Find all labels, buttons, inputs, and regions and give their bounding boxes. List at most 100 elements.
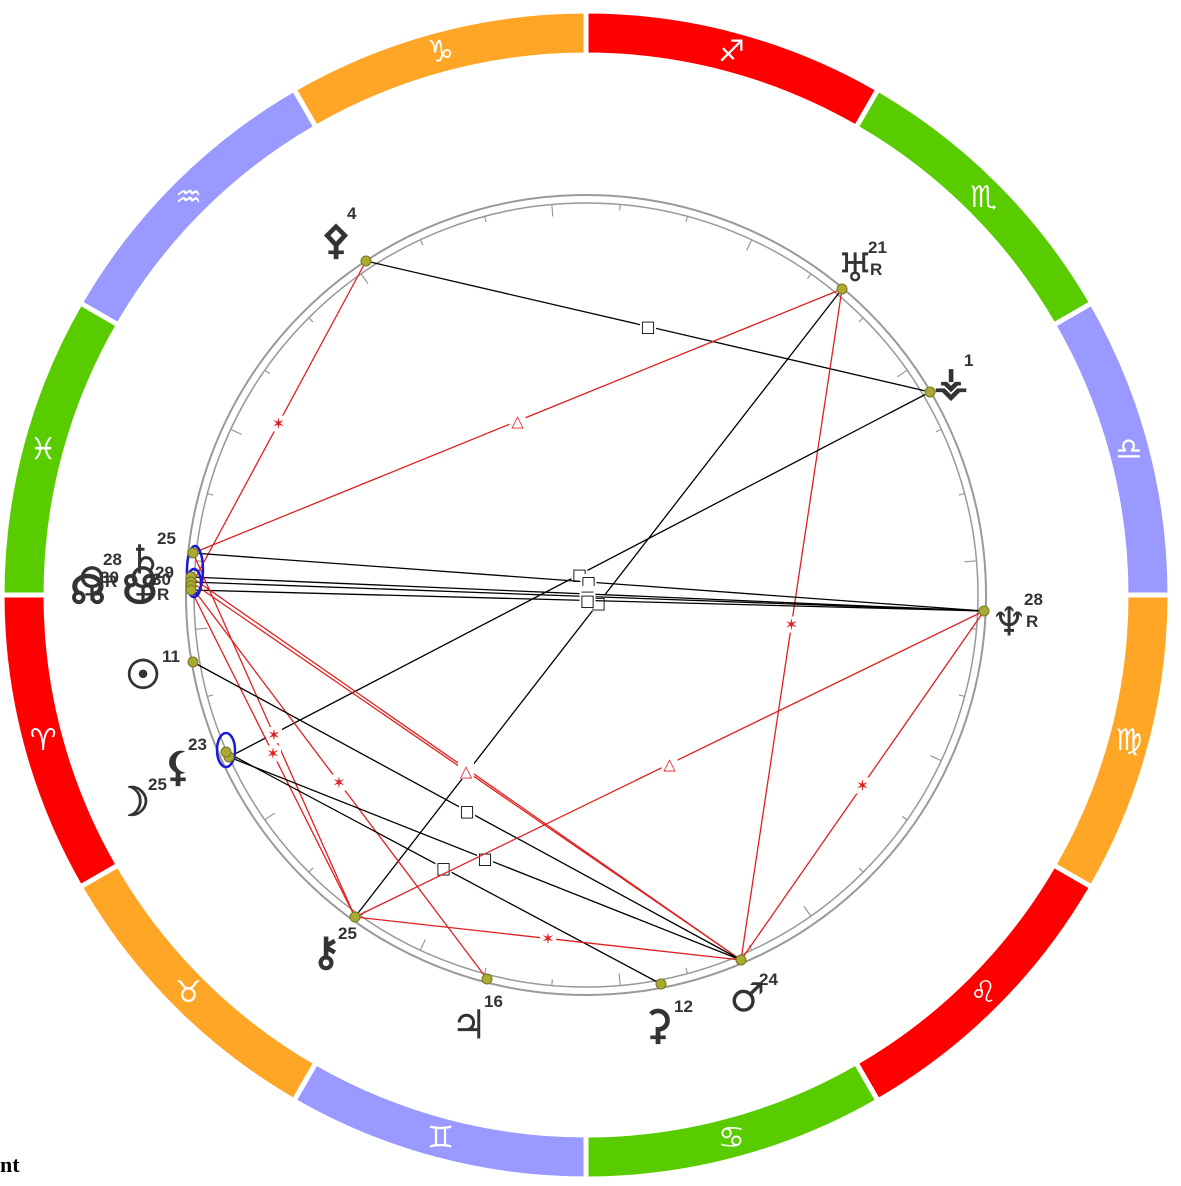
- aspect-symbol-bg: [661, 756, 678, 772]
- degree-tick: [264, 369, 271, 375]
- aspect-symbol-bg: [509, 413, 526, 429]
- aspect-symbol-bg: [640, 318, 656, 335]
- degree-tick: [958, 492, 965, 496]
- aspect-symbol-bg: [579, 592, 596, 609]
- degree-tick: [195, 627, 208, 630]
- degree-tick: [618, 973, 621, 986]
- libra-icon: ♎: [1115, 432, 1142, 467]
- degree-tick: [230, 428, 242, 435]
- aspect-symbol-bg: [265, 745, 281, 762]
- planet-degree-node-b: 30: [152, 570, 171, 589]
- planet-degree-ceres: 12: [674, 997, 693, 1016]
- planet-degree-moon: 25: [148, 775, 167, 794]
- planet-dot-uranus: [836, 283, 848, 295]
- degree-tick: [803, 905, 812, 917]
- planet-degree-neptune: 28: [1024, 590, 1043, 609]
- aspect-symbol-bg: [477, 850, 493, 867]
- aspect-symbol-bg: [331, 774, 347, 791]
- degree-tick: [901, 815, 908, 821]
- jupiter-icon: ♃: [451, 1002, 487, 1049]
- leo-icon: ♌: [970, 975, 997, 1010]
- sign-segment-virgo: [1050, 592, 1173, 891]
- degree-tick: [207, 694, 214, 698]
- outer-degree-circle: [185, 194, 987, 996]
- planet-degree-pluto: 29: [155, 563, 174, 582]
- neptune-icon: ♆: [991, 599, 1027, 646]
- aspect-symbol-bg: [459, 803, 475, 819]
- degree-tick: [551, 979, 553, 986]
- degree-tick: [806, 273, 812, 280]
- pisces-icon: ♓: [30, 432, 57, 467]
- caption-text: nt: [0, 1152, 20, 1177]
- planet-dot-mars: [735, 954, 747, 966]
- degree-tick: [264, 812, 276, 821]
- trine-icon: △: [511, 412, 524, 431]
- planet-dot-node-b: [185, 584, 197, 596]
- sextile-icon: ✶: [541, 929, 554, 948]
- planet-degree-saturn: 25: [157, 529, 176, 548]
- planet-degree-lilith: 23: [188, 735, 207, 754]
- degree-tick: [308, 867, 314, 873]
- degree-tick: [958, 694, 965, 698]
- planet-degree-uranus: 21: [868, 238, 887, 257]
- degree-tick: [360, 273, 369, 285]
- venus-icon: ♀: [77, 559, 106, 606]
- degree-tick: [858, 867, 864, 873]
- retrograde-marker-venus: R: [105, 572, 117, 591]
- planet-dot-saturn: [187, 547, 199, 559]
- degree-tick: [685, 967, 689, 974]
- uranus-icon: ♅: [837, 245, 873, 292]
- pallas-icon: ⚴: [321, 217, 350, 264]
- planet-degree-mars: 24: [759, 970, 778, 989]
- zodiac-sign-ring: ♈ ♉ ♊ ♋ ♌ ♍ ♎ ♏ ♐ ♑ ♒ ♓: [0, 8, 1173, 1182]
- planet-degree-jupiter: 16: [484, 992, 503, 1011]
- sextile-icon: ✶: [332, 773, 345, 792]
- aspect-symbol-bg: [854, 777, 871, 794]
- lilith-icon: ⚸: [163, 744, 192, 791]
- conjunction-ellipse: [185, 544, 205, 596]
- conjunction-ellipse: [215, 731, 237, 769]
- planet-markers: [185, 255, 990, 990]
- degree-tick: [896, 369, 908, 378]
- vesta-icon: ⚶: [934, 359, 968, 406]
- planet-dot-moon: [220, 746, 232, 758]
- aspect-symbol-bg: [540, 930, 556, 947]
- planet-degree-vesta: 1: [964, 351, 973, 370]
- degree-tick: [551, 204, 554, 217]
- trine-icon: △: [460, 762, 473, 781]
- degree-tick: [935, 428, 942, 433]
- sign-segment-aries: [0, 592, 122, 891]
- saturn-icon: ♄: [127, 537, 163, 584]
- sextile-icon: ✶: [272, 414, 285, 433]
- aspect-lines: □✶△□✶□□□□□✶△△✶✶□□□△✶✶: [190, 260, 985, 985]
- ceres-icon: ⚳: [643, 1002, 672, 1049]
- sign-segment-libra: [1050, 299, 1173, 598]
- aspect-symbol-bg: [266, 727, 282, 743]
- planet-dot-sun: [187, 656, 199, 668]
- trine-icon: △: [663, 755, 676, 774]
- pluto-icon: ♀: [128, 559, 157, 606]
- degree-tick: [419, 939, 426, 951]
- planet-dot-neptune: [978, 605, 990, 617]
- planet-dot-vesta: [924, 386, 936, 398]
- node-b-icon: ☋: [122, 567, 158, 614]
- square-icon: □: [640, 317, 655, 336]
- degree-tick: [964, 560, 977, 563]
- planet-dot-pallas: [360, 255, 372, 267]
- aspect-symbol-bg: [783, 616, 800, 633]
- planet-dot-jupiter: [481, 973, 493, 985]
- sextile-icon: ✶: [856, 776, 869, 795]
- sextile-icon: ✶: [266, 744, 279, 763]
- scorpio-icon: ♏: [970, 180, 997, 215]
- moon-icon: ☽: [114, 779, 150, 826]
- planet-degree-sun: 11: [162, 647, 180, 666]
- retrograde-marker-uranus: R: [870, 260, 882, 279]
- degree-tick: [207, 492, 214, 496]
- sun-icon: ☉: [125, 652, 161, 699]
- cancer-icon: ♋: [718, 1120, 745, 1155]
- planet-degree-chiron: 25: [338, 924, 357, 943]
- aspect-symbol-bg: [270, 415, 287, 432]
- planet-labels: ♄25♀28R ♀29R☊30 ☋30☉ 11⚸23☽25⚷25♃16 ⚳ 12 ♂24♆2…: [70, 204, 1043, 1049]
- capricorn-icon: ♑: [427, 35, 454, 70]
